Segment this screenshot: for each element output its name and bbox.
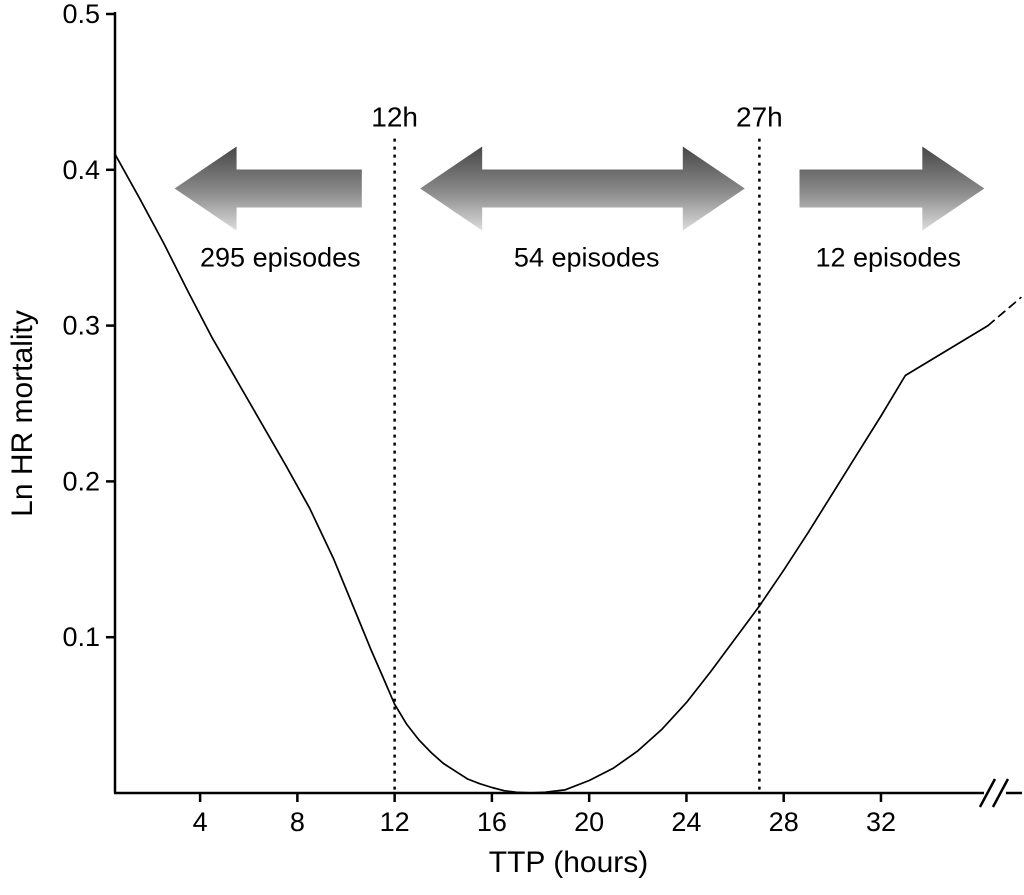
x-tick-label: 4: [193, 807, 208, 837]
y-tick-label: 0.2: [62, 466, 100, 496]
episode-arrow-label: 54 episodes: [514, 242, 660, 272]
y-tick-label: 0.4: [62, 155, 100, 185]
episode-arrow-54-episodes: [420, 146, 745, 231]
axis-break-slash: [978, 778, 997, 808]
x-tick-label: 12: [380, 807, 410, 837]
x-tick-label: 28: [769, 807, 799, 837]
reference-line-label: 27h: [736, 102, 783, 133]
x-tick-label: 8: [290, 807, 305, 837]
x-axis-title: TTP (hours): [489, 846, 648, 879]
reference-line-label: 12h: [371, 102, 418, 133]
y-tick-label: 0.3: [62, 311, 100, 341]
ln-hr-mortality-curve: [114, 153, 989, 794]
episode-arrow-12-episodes: [799, 146, 985, 231]
axis-break-gap: [983, 790, 1006, 796]
y-tick-label: 0.1: [62, 622, 100, 652]
x-tick-label: 20: [574, 807, 604, 837]
x-tick-label: 16: [477, 807, 507, 837]
y-tick-label: 0.5: [62, 0, 100, 29]
x-tick-label: 32: [866, 807, 896, 837]
episode-arrow-295-episodes: [174, 146, 362, 231]
episode-arrow-label: 295 episodes: [200, 242, 361, 272]
episode-arrow-label: 12 episodes: [815, 242, 961, 272]
x-tick-label: 24: [671, 807, 701, 837]
y-axis-title: Ln HR mortality: [6, 310, 39, 517]
ln-hr-mortality-extrapolated: [987, 296, 1022, 327]
axis-break-slash: [991, 778, 1010, 808]
